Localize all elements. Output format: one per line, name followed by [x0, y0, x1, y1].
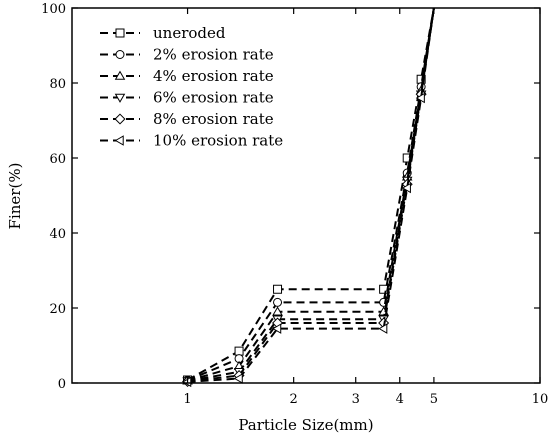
- y-tick-label: 100: [41, 2, 66, 17]
- series-layer: [182, 7, 435, 388]
- legend-label: 2% erosion rate: [153, 46, 274, 64]
- data-point: [273, 284, 283, 294]
- legend-label: 10% erosion rate: [153, 132, 283, 150]
- series-line: [187, 7, 435, 382]
- y-tick-label: 0: [58, 377, 66, 392]
- legend: uneroded 2% erosion rate 4% erosion rate 6%…: [100, 24, 283, 150]
- data-point: [415, 92, 425, 104]
- series-line: [187, 7, 435, 383]
- data-point: [401, 182, 411, 194]
- legend-marker: [115, 50, 125, 59]
- legend-marker: [115, 28, 125, 38]
- legend-label: 6% erosion rate: [153, 89, 274, 107]
- y-tick-label: 20: [49, 302, 66, 317]
- y-tick-label: 60: [49, 152, 66, 167]
- series-line: [187, 7, 435, 383]
- y-tick-label: 40: [49, 227, 66, 242]
- data-point: [272, 323, 282, 334]
- x-tick-label: 10: [532, 392, 549, 407]
- data-point: [272, 306, 283, 316]
- x-tick-label: 3: [352, 392, 360, 407]
- data-point: [273, 297, 283, 307]
- x-tick-label: 1: [183, 392, 191, 407]
- legend-marker: [114, 93, 126, 103]
- data-point: [378, 323, 388, 334]
- legend-label: 8% erosion rate: [153, 110, 274, 128]
- y-axis-label: Finer(%): [6, 163, 24, 230]
- x-axis-label: Particle Size(mm): [238, 416, 373, 434]
- y-tick-label: 80: [49, 77, 66, 92]
- legend-label: uneroded: [153, 24, 226, 42]
- legend-marker: [114, 113, 126, 125]
- plot-frame: [71, 7, 541, 384]
- series-line: [187, 7, 435, 383]
- data-point: [234, 346, 244, 356]
- series-line: [187, 7, 435, 382]
- legend-marker: [114, 135, 124, 146]
- legend-marker: [114, 70, 126, 80]
- x-tick-label: 4: [396, 392, 404, 407]
- x-tick-label: 5: [430, 392, 438, 407]
- legend-label: 4% erosion rate: [153, 67, 274, 85]
- x-tick-label: 2: [290, 392, 298, 407]
- data-point: [233, 373, 243, 384]
- series-line: [187, 7, 435, 381]
